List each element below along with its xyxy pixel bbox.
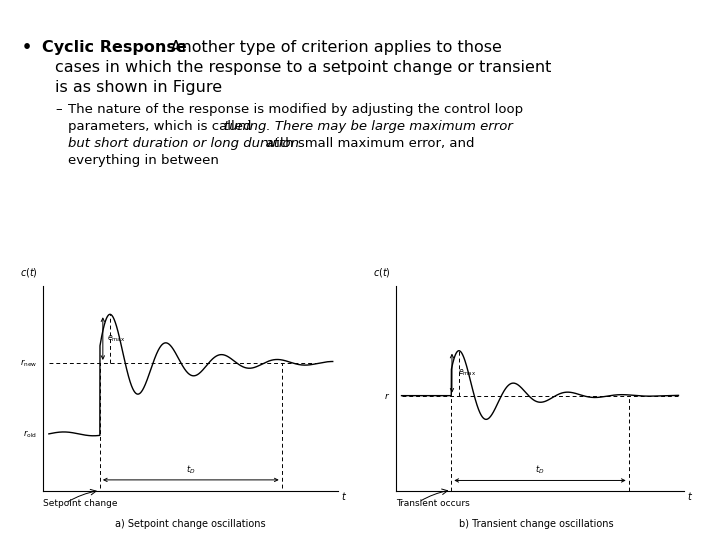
Text: The nature of the response is modified by adjusting the control loop: The nature of the response is modified b… <box>68 103 523 116</box>
Text: : Another type of criterion applies to those: : Another type of criterion applies to t… <box>160 40 502 55</box>
Text: tuning. There may be large maximum error: tuning. There may be large maximum error <box>224 120 513 133</box>
Text: •: • <box>22 40 32 55</box>
Text: $t_D$: $t_D$ <box>535 464 545 476</box>
Text: is as shown in Figure: is as shown in Figure <box>55 80 222 95</box>
Text: $e_{\rm max}$: $e_{\rm max}$ <box>457 368 476 379</box>
Text: $t_D$: $t_D$ <box>186 463 196 476</box>
Text: cases in which the response to a setpoint change or transient: cases in which the response to a setpoin… <box>55 60 552 75</box>
Text: $r$: $r$ <box>384 390 390 401</box>
Text: $r_{\rm new}$: $r_{\rm new}$ <box>20 357 37 369</box>
Text: Cyclic Response: Cyclic Response <box>42 40 186 55</box>
Text: Transient occurs: Transient occurs <box>396 500 469 509</box>
Text: b) Transient change oscillations: b) Transient change oscillations <box>459 519 613 529</box>
Text: Setpoint change: Setpoint change <box>43 500 117 509</box>
Text: $t$: $t$ <box>687 490 693 502</box>
Text: everything in between: everything in between <box>68 154 219 167</box>
Text: $c(t)$: $c(t)$ <box>373 266 391 279</box>
Text: with small maximum error, and: with small maximum error, and <box>261 137 474 150</box>
Text: but short duration or long duration: but short duration or long duration <box>68 137 299 150</box>
Text: a) Setpoint change oscillations: a) Setpoint change oscillations <box>115 519 266 529</box>
Text: –: – <box>55 103 62 116</box>
Text: $e_{\rm max}$: $e_{\rm max}$ <box>107 333 125 344</box>
Text: parameters, which is called: parameters, which is called <box>68 120 256 133</box>
Text: $c(t)$: $c(t)$ <box>19 266 37 279</box>
Text: $t$: $t$ <box>341 490 348 502</box>
Text: $r_{\rm old}$: $r_{\rm old}$ <box>23 428 37 440</box>
